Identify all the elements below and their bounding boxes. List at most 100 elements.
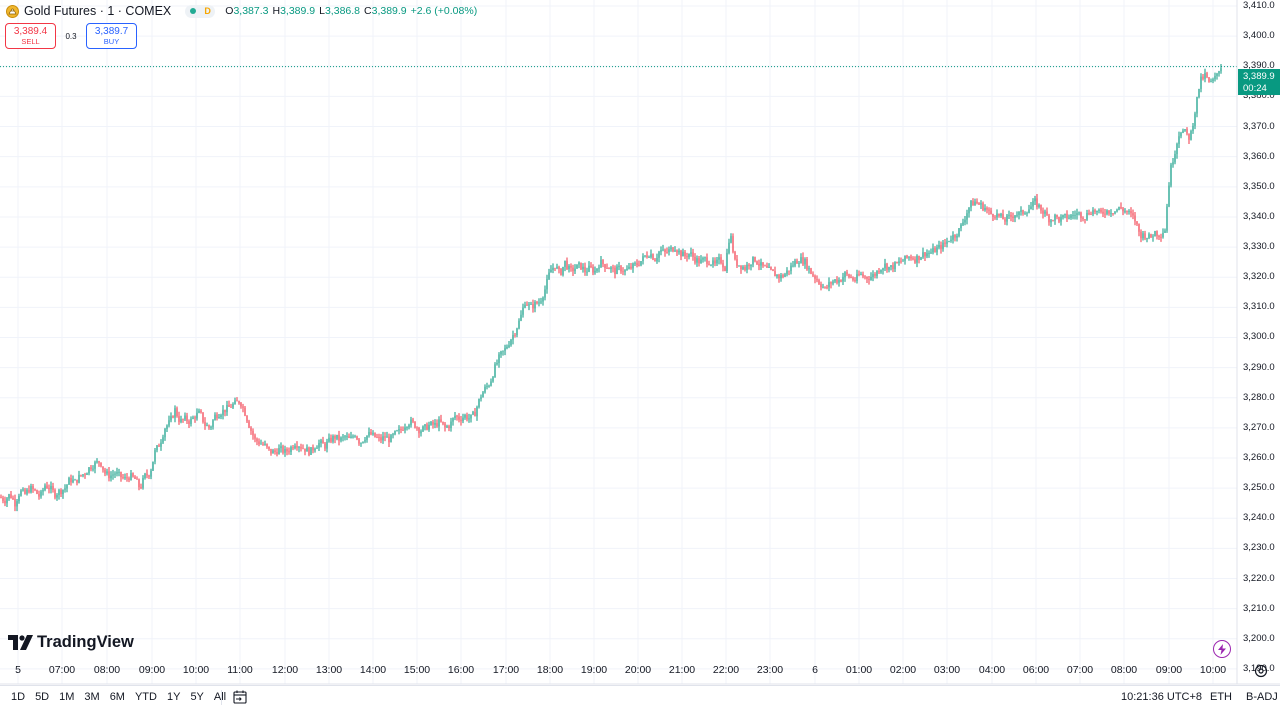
time-tick-label: 07:00 [1066,664,1094,676]
candle-body [524,304,526,308]
candle-body [488,385,490,387]
candle-body [1190,131,1192,140]
bolt-icon[interactable] [1213,640,1231,658]
candle-body [608,268,610,270]
candle-body [732,236,734,252]
candle-body [220,415,222,418]
candle-body [282,446,284,453]
candle-body [160,442,162,447]
candle-body [182,419,184,420]
range-button[interactable]: YTD [134,691,157,703]
candle-body [326,441,328,449]
ohlc-change: +2.6 (+0.08%) [410,5,478,17]
range-button[interactable]: All [214,691,226,703]
buy-button[interactable]: 3,389.7 BUY [86,23,137,49]
candle-body [868,278,870,280]
candle-body [1094,210,1096,213]
tradingview-logo-text: TradingView [37,633,134,651]
candle-body [730,236,732,243]
candle-body [500,351,502,355]
candle-body [892,265,894,270]
adjustment-toggle[interactable]: B-ADJ [1246,691,1278,703]
candle-body [718,257,720,260]
candle-body [288,451,290,453]
price-tick-label: 3,230.0 [1243,542,1275,554]
candle-body [1118,206,1120,210]
candle-body [1200,76,1202,89]
candle-body [1096,210,1098,213]
candle-body [438,419,440,427]
candle-body [1036,198,1038,208]
candle-body [128,478,130,480]
candle-body [1110,213,1112,215]
range-button[interactable]: 1M [59,691,75,703]
sell-button[interactable]: 3,389.4 SELL [5,23,56,49]
candle-body [52,485,54,490]
candle-body [720,257,722,264]
candle-body [536,301,538,304]
symbol-title[interactable]: Gold Futures · 1 · COMEX [24,4,172,18]
candle-body [568,265,570,270]
candle-body [872,273,874,277]
gold-coin-icon [6,4,19,18]
range-button[interactable]: 5Y [190,691,204,703]
goto-date-calendar-icon[interactable] [232,689,248,710]
candle-body [786,270,788,275]
candle-body [754,256,756,262]
candle-body [934,248,936,253]
time-tick-label: 19:00 [580,664,608,676]
candle-body [1002,213,1004,220]
range-button[interactable]: 6M [109,691,125,703]
candle-body [516,328,518,336]
candle-body [272,450,274,454]
range-button[interactable]: 1Y [166,691,181,703]
candle-body [700,259,702,264]
range-button[interactable]: 5D [35,691,50,703]
clock-timezone[interactable]: 10:21:36 UTC+8 [1121,691,1203,703]
candle-body [452,418,454,422]
candle-body [78,474,80,483]
candle-body [1092,210,1094,215]
candle-body [1132,213,1134,216]
candle-body [164,428,166,438]
candle-body [408,425,410,428]
price-tick-label: 3,250.0 [1243,482,1275,494]
candle-body [990,210,992,215]
time-tick-label: 10:00 [182,664,210,676]
time-tick-label: 11:00 [227,664,253,676]
session-toggle[interactable]: ETH [1210,691,1232,703]
ohlc-legend: O3,387.3 H3,389.9 L3,386.8 C3,389.9 +2.6… [225,5,477,17]
range-button[interactable]: 3M [84,691,100,703]
candle-body [82,474,84,476]
price-tick-label: 3,380.0 [1243,90,1275,102]
candle-body [1134,215,1136,222]
candle-body [356,436,358,440]
candle-body [278,448,280,455]
candle-body [750,264,752,267]
candle-body [968,207,970,214]
candle-body [458,416,460,420]
candle-body [1016,214,1018,216]
range-button[interactable]: 1D [11,691,26,703]
candle-body [864,276,866,278]
candle-body [380,437,382,441]
candle-body [1010,214,1012,217]
candle-body [822,286,824,288]
candle-body [652,254,654,260]
candle-body [158,445,160,447]
candle-body [678,250,680,253]
candle-body [322,440,324,444]
candle-body [660,250,662,252]
candle-body [742,266,744,270]
tradingview-logo[interactable]: TradingView [8,633,134,652]
time-tick-label: 21:00 [668,664,696,676]
settings-gear-icon[interactable] [1254,664,1268,683]
candle-body [370,432,372,435]
candle-body [776,274,778,277]
candle-body [804,259,806,265]
market-status-pill[interactable]: D [185,4,216,18]
candle-body [324,443,326,449]
candle-body [606,268,608,269]
candle-body [476,406,478,417]
